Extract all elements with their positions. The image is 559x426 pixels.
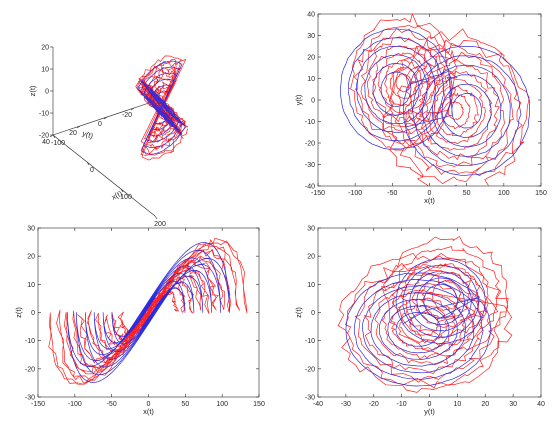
x-tick-label-3d: 200 xyxy=(154,221,166,228)
y-axis-label-xy: y(t) xyxy=(294,94,303,105)
x-tick-label-yz: -30 xyxy=(341,401,351,408)
y-tick-label-yz: -20 xyxy=(305,366,315,373)
red-trajectory-yz xyxy=(337,236,513,393)
x-tick-label-xz: 50 xyxy=(181,401,189,408)
x-tick-label-yz: 10 xyxy=(453,401,461,408)
y-tick-label-3d: -20 xyxy=(122,112,132,119)
y-tick-label-yz: 0 xyxy=(311,310,315,317)
y-tick-label-xy: -40 xyxy=(305,184,315,191)
x-axis-label-xy: x(t) xyxy=(424,196,435,205)
x-tick-label-xy: 50 xyxy=(463,190,471,197)
y-tick-label-xz: 30 xyxy=(27,226,35,233)
x-tick-mark-3d xyxy=(154,215,158,220)
y-tick-label-xy: 10 xyxy=(307,76,315,83)
y-tick-label-xz: 20 xyxy=(27,254,35,261)
y-tick-label-xy: -30 xyxy=(305,162,315,169)
y-tick-label-xy: 0 xyxy=(311,98,315,105)
x-tick-label-yz: -40 xyxy=(313,401,323,408)
x-tick-label-yz: 0 xyxy=(428,401,432,408)
y-tick-mark-3d xyxy=(76,125,81,129)
y-tick-label-xy: 30 xyxy=(307,33,315,40)
y-tick-label-3d: 0 xyxy=(98,121,102,128)
panel-xy-projection: -150 -100 -50 0 50 100 150-40-30-20-1001020304… xyxy=(294,12,547,206)
panel-3d-trajectory: -1000100200-40-2002040-20-1001020x(t)y(t… xyxy=(28,45,189,228)
red-trajectory-xz xyxy=(48,237,248,385)
x-axis-label-xz: x(t) xyxy=(143,407,154,416)
x-tick-label-xy: 0 xyxy=(428,190,432,197)
x-tick-mark-3d xyxy=(86,161,90,166)
x-tick-label-xz: -50 xyxy=(107,401,117,408)
panel-yz-projection: -40 -30 -20 -10 0 10 20 30 40-30-20-100102030y(t… xyxy=(294,226,545,417)
blue-trajectory-3d xyxy=(137,60,186,155)
x-tick-label-3d: 0 xyxy=(90,167,94,174)
y-tick-label-3d: 40 xyxy=(42,139,50,146)
y-tick-label-yz: 20 xyxy=(307,254,315,261)
panel-xz-projection: -150 -100 -50 0 50 100 150-30-20-100102030x(t)… xyxy=(14,226,265,417)
x-tick-label-xz: -150 xyxy=(31,401,45,408)
x-tick-mark-3d xyxy=(120,188,124,193)
y-tick-label-yz: 10 xyxy=(307,282,315,289)
x-tick-label-xy: -150 xyxy=(311,190,325,197)
y-tick-label-3d: 20 xyxy=(69,130,77,137)
axes-box-xy xyxy=(317,13,542,187)
x-tick-label-xz: -100 xyxy=(68,401,82,408)
z-tick-label-3d: 10 xyxy=(41,67,49,74)
y-tick-label-xz: -30 xyxy=(25,395,35,402)
y-axis-label-xz: z(t) xyxy=(14,307,23,318)
x-tick-label-xy: -100 xyxy=(348,190,362,197)
z-tick-label-3d: 20 xyxy=(41,45,49,52)
x-tick-label-xy: 150 xyxy=(535,190,547,197)
z-tick-label-3d: -10 xyxy=(39,111,49,118)
y-tick-label-xz: -10 xyxy=(25,338,35,345)
y-axis-label-3d: y(t) xyxy=(81,129,95,141)
y-tick-label-xz: 10 xyxy=(27,282,35,289)
x-tick-label-yz: 20 xyxy=(481,401,489,408)
x-axis-line-3d xyxy=(52,134,156,217)
blue-trajectory-xz xyxy=(67,242,230,383)
y-tick-label-xz: 0 xyxy=(31,310,35,317)
y-tick-label-xy: -20 xyxy=(305,141,315,148)
x-tick-label-yz: -20 xyxy=(369,401,379,408)
x-tick-label-xy: 100 xyxy=(498,190,510,197)
y-tick-mark-3d xyxy=(130,107,135,111)
blue-trajectory-yz xyxy=(345,258,492,387)
x-tick-label-yz: -10 xyxy=(397,401,407,408)
x-tick-label-xz: 150 xyxy=(253,401,265,408)
red-trajectory-xy xyxy=(349,14,530,186)
x-tick-label-xy: -50 xyxy=(387,190,397,197)
z-tick-label-3d: 0 xyxy=(45,89,49,96)
y-tick-label-yz: 30 xyxy=(307,226,315,233)
x-tick-label-yz: 40 xyxy=(537,401,545,408)
x-tick-label-yz: 30 xyxy=(509,401,517,408)
x-tick-label-xz: 100 xyxy=(216,401,228,408)
blue-trajectory-xy xyxy=(340,28,531,177)
x-tick-label-3d: 100 xyxy=(120,194,132,201)
y-tick-mark-3d xyxy=(49,134,54,138)
x-axis-label-yz: y(t) xyxy=(424,407,435,416)
x-tick-mark-3d xyxy=(52,134,56,139)
z-tick-label-3d: -20 xyxy=(39,133,49,140)
axes-box-yz xyxy=(317,227,542,398)
z-axis-label-3d: z(t) xyxy=(28,85,37,96)
x-tick-label-3d: -100 xyxy=(51,140,65,147)
y-tick-label-yz: -30 xyxy=(305,395,315,402)
y-axis-label-yz: z(t) xyxy=(294,307,303,318)
x-tick-label-xz: 0 xyxy=(147,401,151,408)
y-tick-label-xy: 20 xyxy=(307,55,315,62)
y-tick-label-xz: -20 xyxy=(25,366,35,373)
y-tick-label-xy: 40 xyxy=(307,12,315,19)
y-tick-label-yz: -10 xyxy=(305,338,315,345)
y-tick-label-xy: -10 xyxy=(305,119,315,126)
y-tick-mark-3d xyxy=(103,116,108,120)
